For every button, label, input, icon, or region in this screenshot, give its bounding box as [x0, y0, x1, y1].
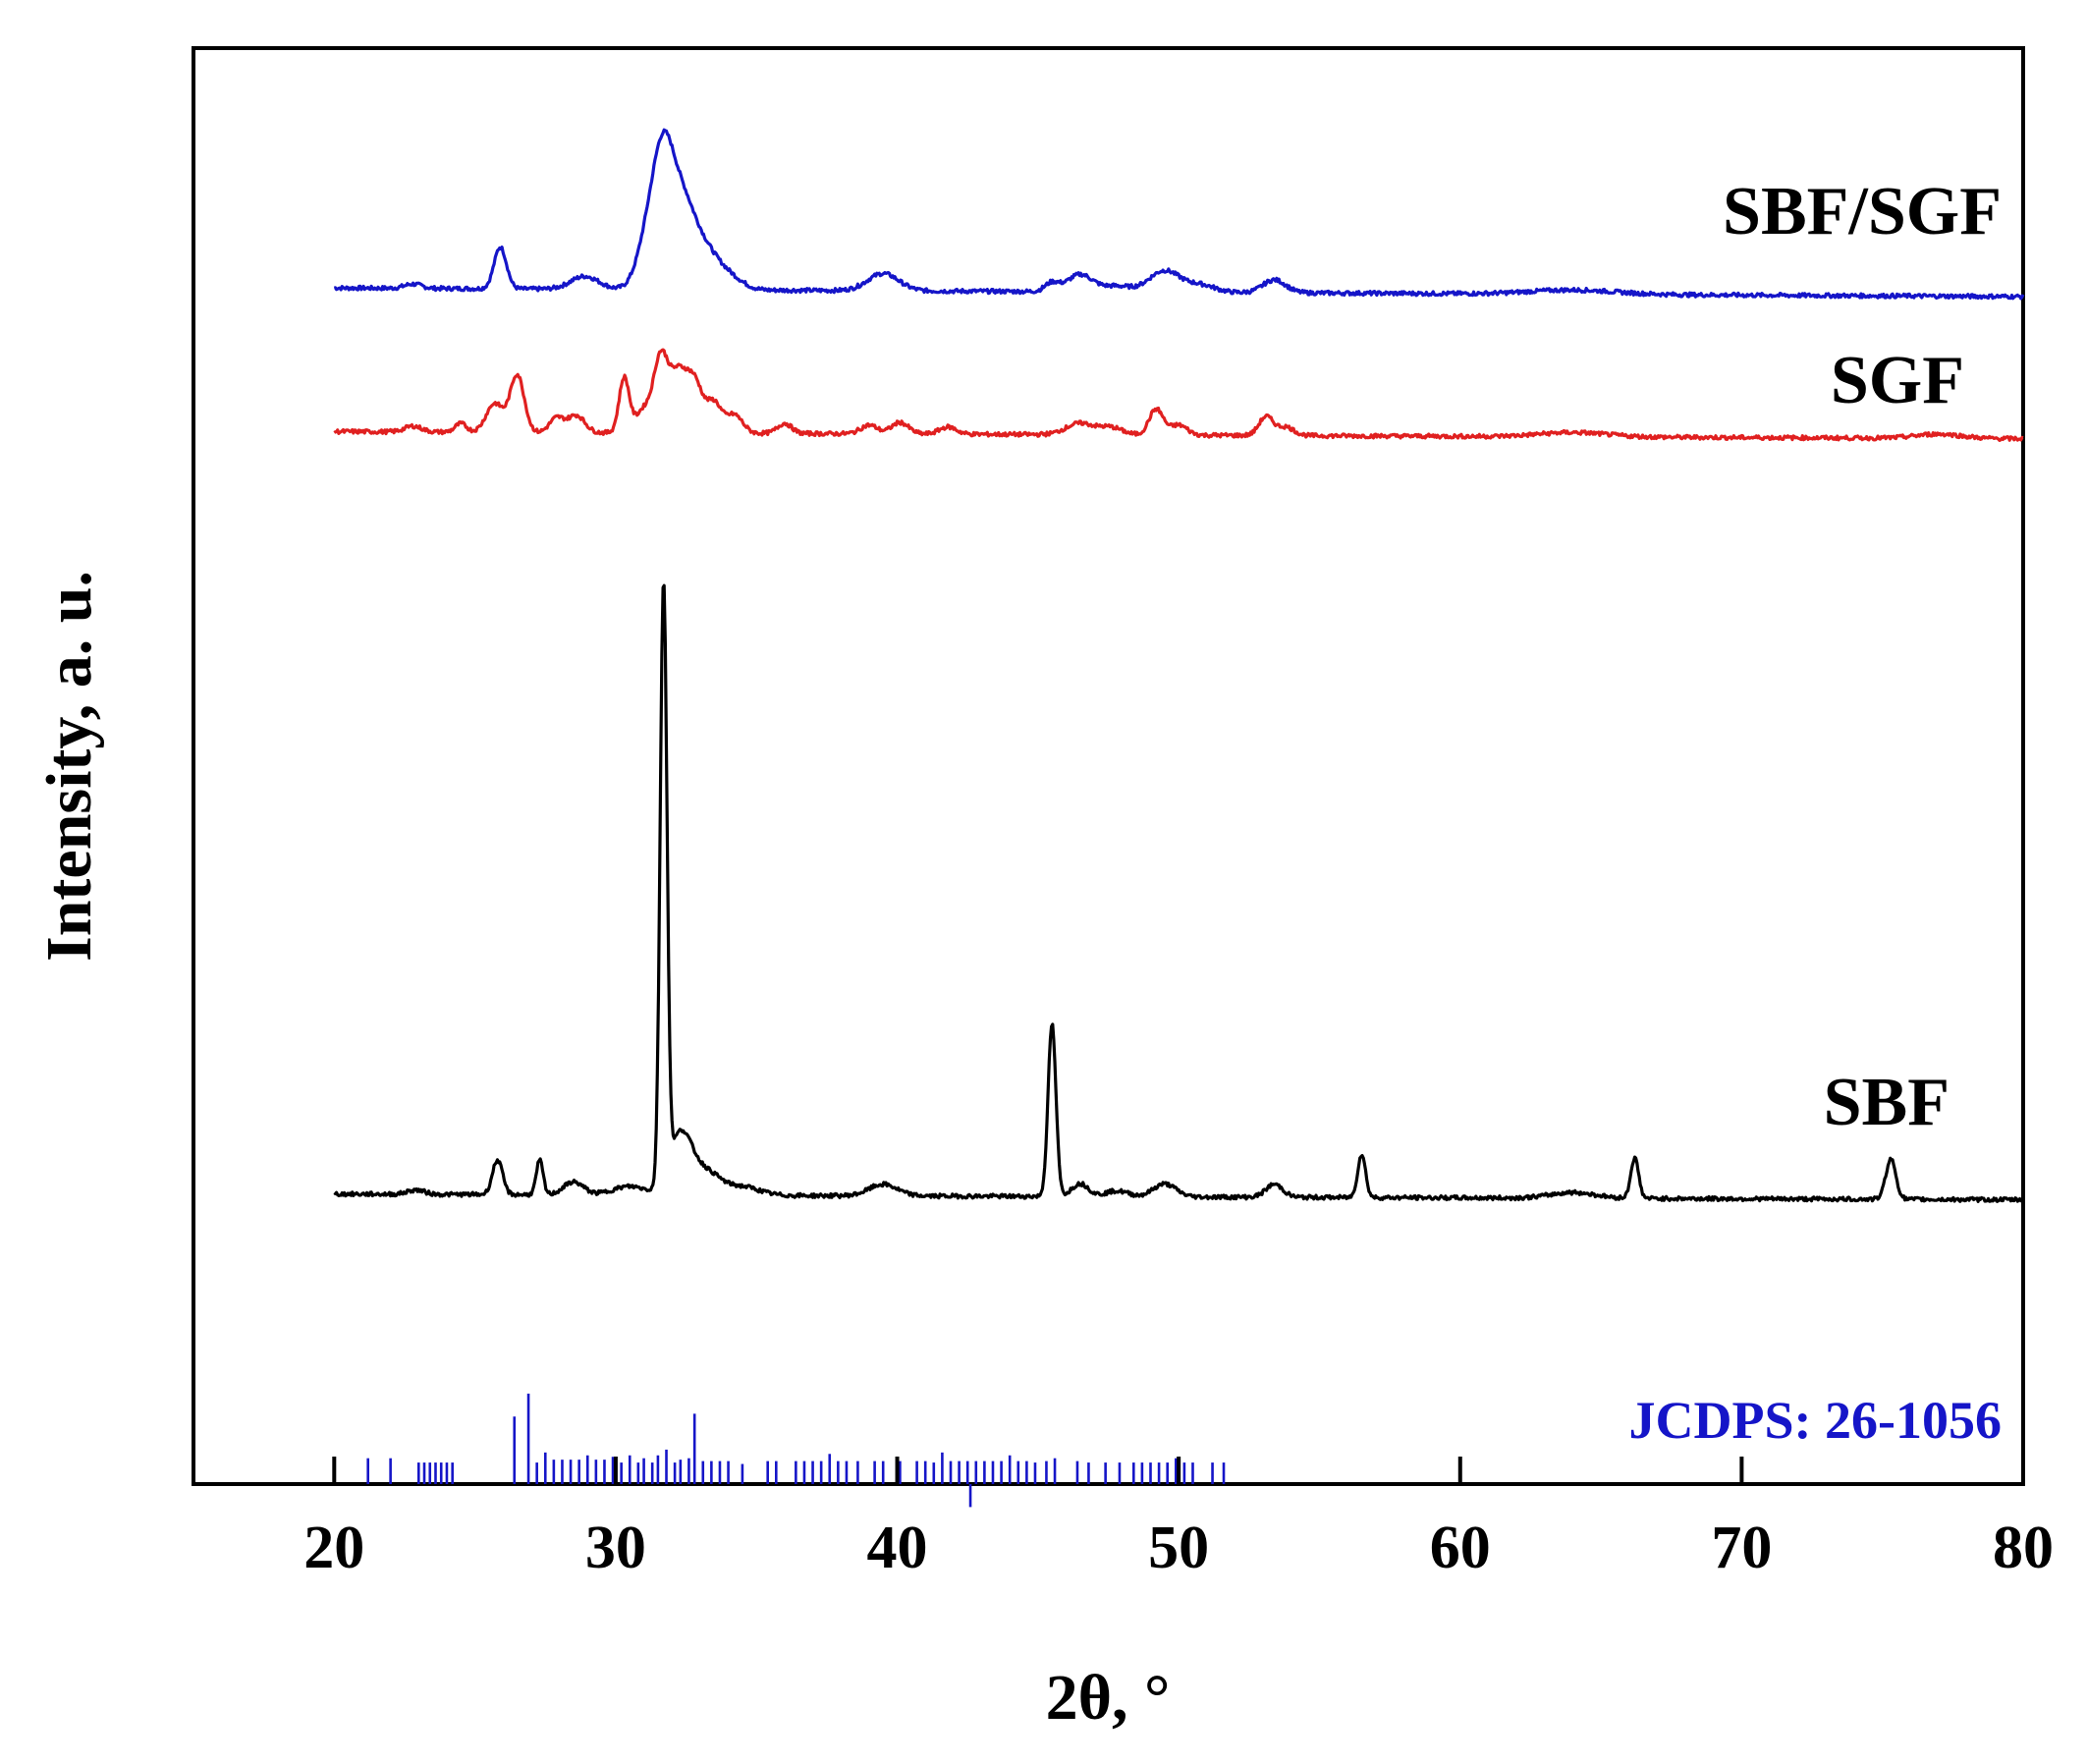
x-axis-label: 2θ, ° — [1046, 1662, 1171, 1734]
x-tick-label: 80 — [1993, 1515, 2054, 1581]
reference-pattern — [333, 1393, 1226, 1508]
series-line-sbf — [333, 583, 2024, 1203]
series-line-sgf — [333, 348, 2024, 442]
x-axis-ticks — [332, 1457, 2025, 1484]
x-axis-tick-labels: 20 30 40 50 60 70 80 — [303, 1515, 2054, 1581]
series-line-sbf-sgf — [333, 128, 2025, 301]
series-group — [333, 128, 2025, 1203]
series-label-sgf: SGF — [1831, 343, 1964, 418]
x-tick-label: 60 — [1430, 1515, 1491, 1581]
x-tick-label: 70 — [1711, 1515, 1772, 1581]
series-label-sbf: SBF — [1824, 1065, 1950, 1140]
reference-label: JCDPS: 26-1056 — [1629, 1391, 2002, 1450]
x-tick-label: 40 — [867, 1515, 928, 1581]
y-axis-label: Intensity, a. u. — [33, 571, 105, 962]
x-tick-label: 30 — [585, 1515, 646, 1581]
plot-frame — [192, 46, 2025, 1486]
x-tick-label: 50 — [1148, 1515, 1209, 1581]
series-label-sbf-sgf: SBF/SGF — [1723, 174, 2002, 249]
x-tick-label: 20 — [303, 1515, 364, 1581]
